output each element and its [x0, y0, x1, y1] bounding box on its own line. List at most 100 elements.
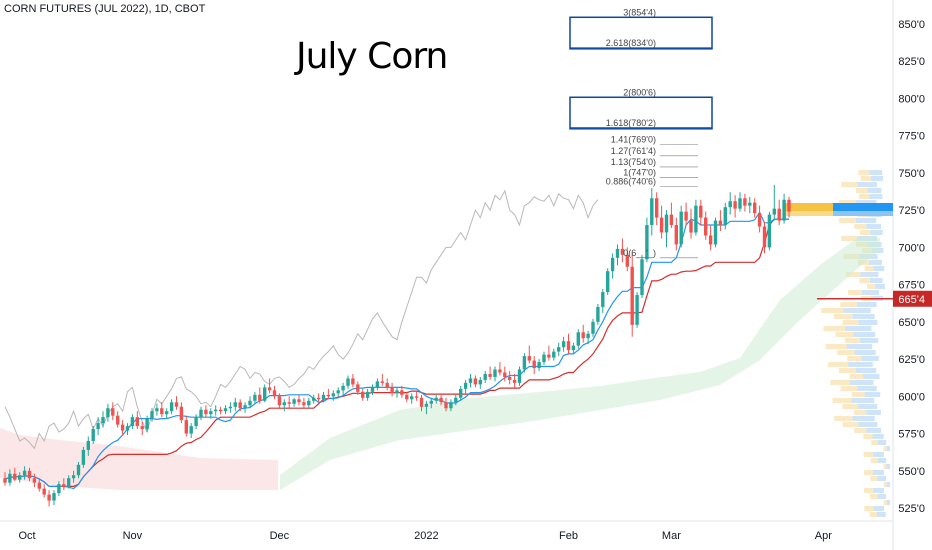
volume-profile-bar [847, 356, 862, 361]
fib-level-label: 2.618(834'0) [606, 38, 656, 48]
candle-body [483, 373, 487, 380]
volume-profile [785, 170, 893, 517]
volume-profile-bar [851, 398, 875, 403]
volume-profile-bar [849, 374, 864, 379]
candle-body [674, 225, 678, 245]
candle-body [351, 378, 355, 385]
candle-body [581, 332, 585, 339]
candle-body [620, 248, 625, 255]
candle-body [91, 429, 95, 441]
volume-profile-bar [869, 194, 883, 199]
price-tick-label: 775'0 [898, 131, 925, 143]
candle-body [263, 387, 267, 401]
candle-body [444, 402, 448, 409]
volume-profile-bar [841, 182, 858, 187]
candle-body [777, 208, 781, 221]
fib-level-label: 1.41(769'0) [611, 135, 656, 145]
candle-body [625, 254, 629, 267]
volume-profile-bar [851, 392, 865, 397]
candle-body [586, 333, 590, 339]
price-tick-label: 600'0 [898, 391, 925, 403]
candle-body [135, 417, 139, 427]
candle-body [13, 473, 17, 480]
volume-profile-bar [856, 302, 877, 307]
time-tick-label: Nov [123, 530, 143, 542]
candle-body [640, 259, 644, 296]
volume-profile-bar [844, 338, 860, 343]
volume-profile-bar [838, 368, 856, 373]
candle-body [238, 402, 242, 409]
symbol-header: CORN FUTURES (JUL 2022), 1D, CBOT [4, 3, 206, 15]
candle-body [86, 440, 90, 450]
candle-body [189, 426, 193, 434]
volume-profile-bar [866, 224, 881, 229]
volume-profile-bar [871, 440, 879, 445]
fib-level-label: 0.886(740'6) [606, 177, 656, 187]
candle-body [145, 418, 149, 430]
candle-body [248, 400, 252, 406]
time-tick-label: Mar [662, 530, 681, 542]
candle-body [341, 385, 345, 391]
candle-body [287, 402, 291, 404]
cloud-bullish [280, 236, 880, 490]
base-line [4, 218, 789, 487]
volume-profile-bar [839, 218, 856, 223]
candle-body [488, 373, 492, 377]
volume-profile-bar [835, 332, 854, 337]
candle-body [361, 391, 365, 398]
candle-body [767, 214, 772, 248]
current-price-tag-label: 665'4 [898, 294, 925, 306]
volume-profile-bar [839, 200, 856, 205]
candle-body [302, 402, 306, 406]
candle-body [410, 396, 414, 400]
volume-profile-bar [872, 452, 884, 457]
candle-body [204, 409, 208, 415]
price-tick-label: 700'0 [898, 242, 925, 254]
candle-body [610, 257, 615, 272]
candle-body [380, 381, 384, 383]
candle-body [493, 369, 497, 377]
volume-profile-bar [869, 278, 883, 283]
volume-profile-bar [845, 272, 861, 277]
candle-body [199, 409, 203, 418]
volume-profile-bar [858, 422, 878, 427]
candle-body [312, 397, 316, 401]
fib-level-label: 1.13(754'0) [611, 157, 656, 167]
candle-body [449, 402, 453, 409]
volume-profile-bar [886, 464, 891, 469]
candle-body [218, 409, 223, 412]
candle-body [165, 411, 169, 415]
volume-profile-bar [883, 500, 887, 505]
candle-body [243, 405, 247, 409]
volume-profile-bar [860, 176, 871, 181]
candle-body [405, 394, 409, 400]
candle-body [8, 473, 12, 483]
volume-profile-bar [858, 320, 878, 325]
candle-body [552, 351, 556, 358]
volume-poc-up [785, 211, 833, 216]
price-tick-label: 800'0 [898, 93, 925, 105]
candle-body [527, 356, 531, 361]
candle-body [684, 211, 688, 221]
volume-profile-bar [863, 452, 873, 457]
volume-profile-bar [847, 290, 862, 295]
candle-body [459, 388, 463, 398]
volume-profile-bar [863, 374, 880, 379]
time-tick-label: 2022 [414, 530, 438, 542]
candle-body [18, 475, 22, 480]
fib-target-box [569, 16, 713, 50]
volume-poc-down [833, 203, 893, 211]
volume-profile-bar [873, 266, 885, 271]
candle-body [414, 396, 419, 398]
fib-extension: 3(854'4) 2.618(834'0) 2(800'6) 1.618(780'2)… [569, 7, 713, 259]
candle-body [498, 369, 502, 373]
volume-profile-bar [830, 380, 850, 385]
candle-body [390, 387, 394, 394]
price-tick-label: 725'0 [898, 205, 925, 217]
volume-profile-bar [849, 380, 874, 385]
candle-body [694, 205, 698, 233]
candle-body [547, 354, 551, 358]
volume-profile-bar [840, 386, 857, 391]
candle-body [478, 379, 482, 385]
